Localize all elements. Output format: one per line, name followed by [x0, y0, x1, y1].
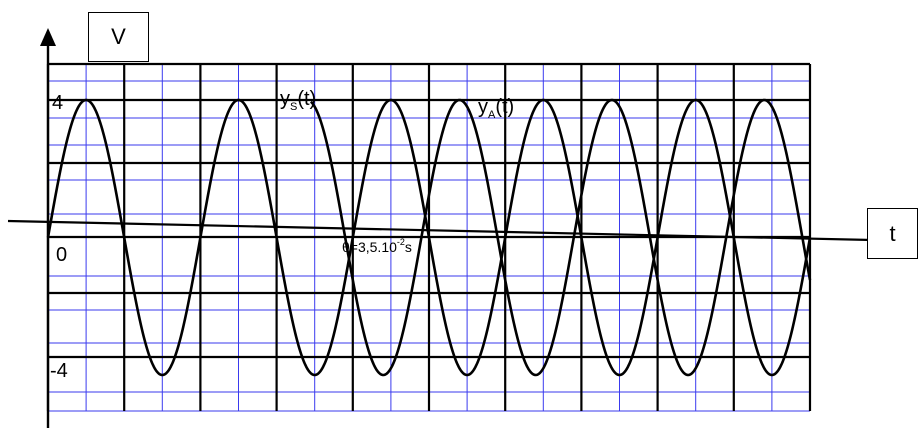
curves — [46, 98, 812, 377]
y-axis-arrow — [40, 28, 56, 46]
y-tick-top: 4 — [52, 92, 64, 114]
series-label-a: yA(t) — [478, 96, 515, 121]
x-axis-line — [7, 219, 873, 242]
axes — [7, 28, 890, 428]
y-tick-bottom: -4 — [50, 360, 68, 382]
x-axis-label-text: t — [889, 220, 896, 246]
sine-curve-s — [46, 98, 812, 377]
y-axis-label-text: V — [111, 24, 126, 49]
x-axis-label: t — [867, 208, 918, 259]
theta-annotation: θ=3,5.10-2s — [342, 237, 412, 255]
y-axis-label: V — [88, 12, 149, 62]
series-label-s: yS(t) — [280, 88, 317, 113]
y-tick-zero: 0 — [56, 244, 68, 266]
sine-curve-a — [309, 98, 812, 377]
